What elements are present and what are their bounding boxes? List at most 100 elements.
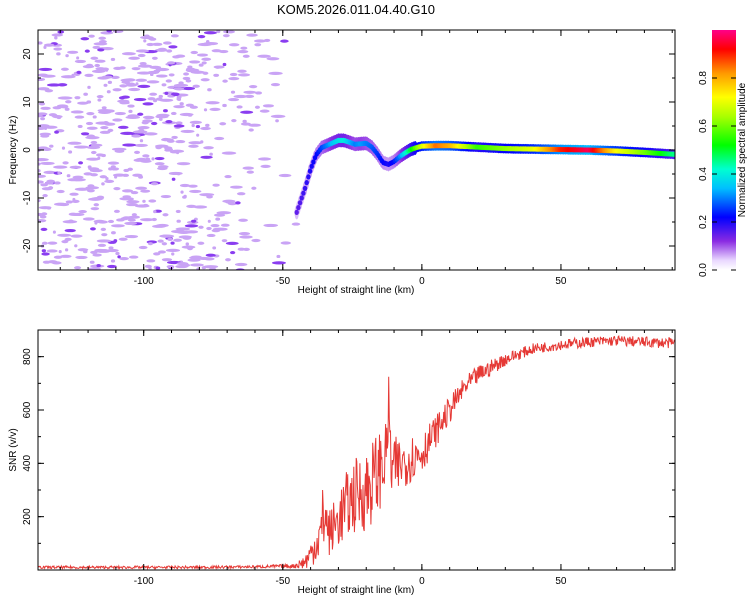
colorbar-gradient	[712, 30, 736, 270]
speckle-mark	[88, 34, 95, 38]
speckle-mark	[86, 63, 94, 67]
speckle-mark	[155, 74, 168, 78]
speckle-mark	[120, 131, 135, 135]
speckle-mark	[251, 238, 261, 243]
speckle-mark	[91, 69, 106, 73]
speckle-mark	[180, 190, 184, 194]
speckle-mark	[38, 77, 46, 82]
speckle-mark	[242, 54, 250, 58]
ridge-core	[311, 159, 316, 165]
ridge-core	[297, 200, 303, 206]
speckle-mark	[161, 242, 168, 246]
speckle-mark	[135, 82, 139, 86]
speckle-mark	[165, 79, 172, 83]
speckle-mark	[67, 50, 79, 54]
speckle-mark	[84, 73, 94, 77]
speckle-mark	[189, 120, 202, 124]
speckle-mark	[173, 124, 185, 128]
speckle-mark	[38, 67, 53, 72]
speckle-mark	[86, 134, 95, 138]
speckle-mark	[203, 265, 219, 269]
speckle-mark	[117, 125, 129, 129]
speckle-mark	[236, 105, 243, 109]
speckle-mark	[127, 218, 136, 222]
speckle-mark	[147, 36, 151, 40]
speckle-mark	[219, 122, 227, 126]
speckle-mark	[172, 55, 181, 59]
speckle-mark	[200, 126, 211, 131]
speckle-mark	[38, 158, 49, 162]
speckle-mark	[191, 123, 195, 128]
speckle-mark	[40, 183, 49, 187]
speckle-mark	[248, 123, 261, 127]
speckle-mark	[199, 193, 215, 197]
speckle-mark	[140, 218, 154, 222]
speckle-mark	[254, 105, 260, 109]
speckle-mark	[188, 184, 198, 188]
speckle-mark	[131, 67, 141, 71]
speckle-mark	[53, 47, 63, 51]
speckle-mark	[97, 98, 102, 102]
speckle-mark	[103, 83, 108, 87]
speckle-mark	[175, 209, 181, 214]
speckle-mark	[228, 43, 240, 47]
speckle-mark	[236, 192, 246, 196]
speckle-mark	[110, 165, 116, 169]
speckle-mark	[246, 170, 254, 174]
speckle-mark	[198, 63, 204, 67]
speckle-mark	[43, 45, 47, 50]
speckle-mark	[59, 254, 72, 258]
speckle-mark	[222, 34, 230, 38]
speckle-mark	[183, 72, 190, 76]
speckle-mark	[222, 103, 227, 108]
speckle-mark	[228, 97, 240, 102]
speckle-mark	[197, 35, 206, 39]
speckle-mark	[53, 202, 68, 206]
speckle-mark	[197, 241, 205, 245]
speckle-mark	[153, 252, 161, 256]
speckle-mark	[51, 261, 62, 265]
speckle-mark	[76, 56, 80, 60]
speckle-mark	[106, 90, 111, 94]
speckle-mark	[207, 88, 212, 92]
spectrogram-x-tick-label: 0	[419, 276, 425, 287]
snr-y-ticks: 200 400 600 800	[22, 329, 675, 571]
speckle-mark	[200, 78, 210, 82]
speckle-mark	[74, 96, 81, 100]
speckle-mark	[111, 224, 125, 228]
speckle-mark	[175, 139, 186, 144]
speckle-mark	[60, 67, 69, 71]
speckle-mark	[188, 141, 203, 145]
speckle-mark	[185, 79, 192, 83]
speckle-mark	[171, 177, 176, 181]
speckle-mark	[257, 54, 271, 58]
speckle-mark	[119, 101, 130, 105]
speckle-mark	[246, 33, 258, 37]
speckle-mark	[175, 121, 183, 125]
speckle-mark	[42, 194, 48, 198]
speckle-mark	[90, 143, 103, 147]
speckle-mark	[125, 115, 141, 120]
speckle-mark	[193, 205, 208, 209]
speckle-mark	[210, 224, 220, 228]
speckle-mark	[66, 174, 71, 178]
speckle-mark	[94, 221, 98, 225]
speckle-mark	[41, 241, 48, 245]
speckle-mark	[99, 130, 111, 134]
speckle-mark	[104, 68, 109, 72]
speckle-mark	[163, 146, 173, 150]
speckle-mark	[74, 266, 82, 270]
speckle-mark	[118, 237, 128, 241]
speckle-mark	[113, 209, 120, 213]
speckle-mark	[123, 168, 130, 173]
speckle-mark	[203, 257, 215, 261]
speckle-mark	[205, 101, 220, 105]
spectrogram-ridge	[294, 133, 675, 220]
speckle-mark	[189, 60, 201, 64]
speckle-mark	[135, 49, 150, 53]
snr-x-tick-label: 0	[419, 576, 425, 587]
speckle-mark	[97, 48, 105, 52]
speckle-mark	[171, 135, 178, 140]
speckle-mark	[179, 183, 191, 188]
speckle-mark	[38, 41, 43, 45]
